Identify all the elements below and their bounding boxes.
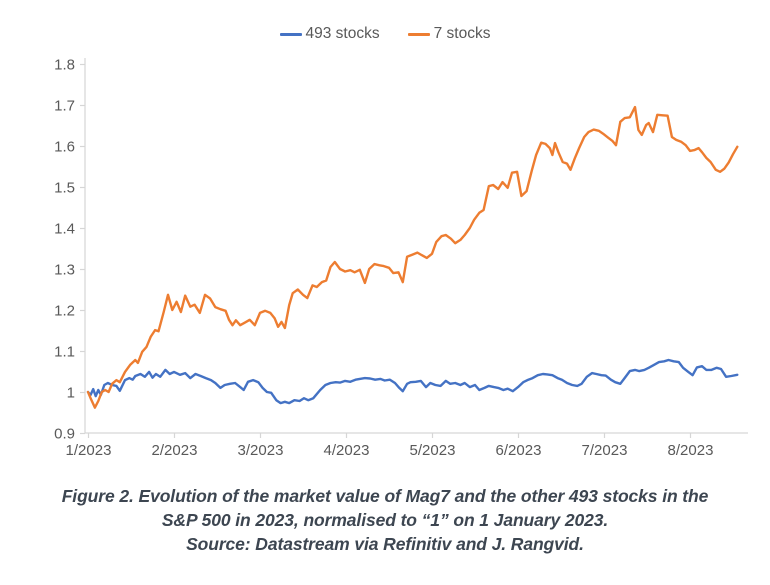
x-tick-label: 1/2023: [66, 442, 112, 459]
legend-label-493-stocks: 493 stocks: [305, 25, 380, 42]
figure-caption-line1: Figure 2. Evolution of the market value …: [61, 486, 709, 506]
y-tick-label: 1.7: [54, 98, 75, 115]
legend-item-493-stocks: 493 stocks: [279, 25, 380, 43]
legend-swatch-493-stocks: [279, 32, 302, 36]
x-tick-label: 5/2023: [410, 442, 456, 459]
y-tick-label: 1.2: [54, 303, 75, 320]
x-tick-label: 7/2023: [582, 442, 628, 459]
series-line-7-stocks: [86, 105, 739, 409]
x-tick-label: 4/2023: [324, 442, 370, 459]
y-tick-label: 1.6: [54, 139, 75, 156]
x-tick-label: 8/2023: [668, 442, 714, 459]
line-chart: 0.9 1 1.1 1.2 1.3 1.4 1.5 1.6 1.7 1.8 1/2023 2/2023…: [54, 57, 748, 459]
figure-caption: Figure 2. Evolution of the market value …: [0, 484, 770, 556]
legend-item-7-stocks: 7 stocks: [407, 25, 491, 43]
series-line-493-stocks: [86, 358, 739, 405]
y-tick-label: 1.8: [54, 57, 75, 74]
y-tick-label: 1: [67, 385, 75, 402]
legend-label-7-stocks: 7 stocks: [433, 25, 491, 42]
y-tick-label: 1.1: [54, 344, 75, 361]
chart-legend: 493 stocks 7 stocks: [0, 25, 770, 43]
y-tick-label: 1.5: [54, 180, 75, 197]
y-tick-label: 0.9: [54, 426, 75, 443]
x-tick-label: 6/2023: [496, 442, 542, 459]
y-tick-label: 1.4: [54, 221, 75, 238]
figure-caption-source: Source: Datastream via Refinitiv and J. …: [186, 534, 584, 554]
x-tick-label: 3/2023: [238, 442, 284, 459]
y-tick-label: 1.3: [54, 262, 75, 279]
x-tick-label: 2/2023: [152, 442, 198, 459]
figure-caption-line2: S&P 500 in 2023, normalised to “1” on 1 …: [161, 510, 609, 530]
legend-swatch-7-stocks: [407, 32, 430, 36]
